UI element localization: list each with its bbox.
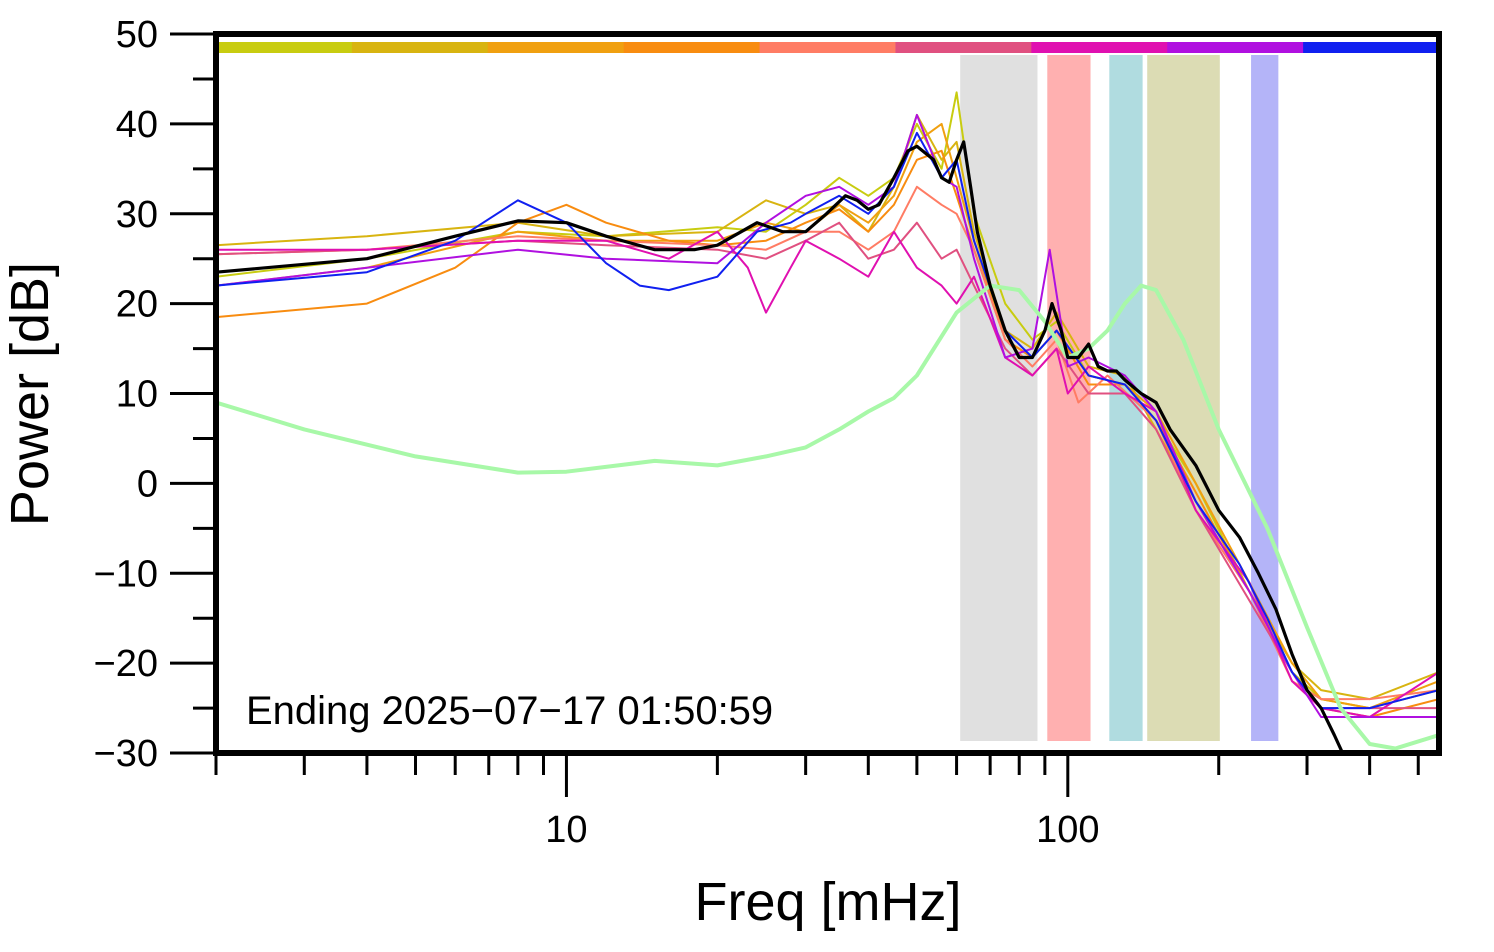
ending-timestamp-annotation: Ending 2025−07−17 01:50:59 [246, 689, 773, 733]
strip-segment-0 [216, 42, 353, 53]
strip-segment-4 [759, 42, 896, 53]
series-line-6 [216, 230, 1439, 718]
x-axis: 10 100 [214, 753, 1420, 851]
frequency-bands [960, 55, 1279, 741]
x-tick-label: 100 [1036, 809, 1099, 851]
series-line-5 [216, 221, 1439, 710]
series-lines [216, 91, 1439, 753]
strip-segment-7 [1167, 42, 1304, 53]
y-tick-label: 0 [137, 463, 158, 505]
y-tick-label: 20 [116, 284, 158, 326]
strip-segment-8 [1303, 42, 1440, 53]
x-axis-title: Freq [mHz] [694, 872, 961, 932]
y-tick-label: 50 [116, 14, 158, 56]
y-tick-label: 40 [116, 104, 158, 146]
y-tick-label: 10 [116, 374, 158, 416]
y-tick-label: 30 [116, 194, 158, 236]
y-axis-title: Power [dB] [0, 262, 60, 526]
band-3 [1147, 55, 1220, 741]
series-line-7 [216, 113, 1439, 718]
series-line-9 [216, 283, 1439, 751]
strip-segment-1 [351, 42, 489, 53]
strip-segment-5 [895, 42, 1032, 53]
color-strip [216, 42, 1440, 53]
y-tick-label: −10 [94, 553, 158, 595]
y-tick-label: −20 [94, 643, 158, 685]
strip-segment-2 [487, 42, 625, 53]
strip-segment-3 [623, 42, 761, 53]
y-tick-label: −30 [94, 733, 158, 775]
x-tick-label: 10 [545, 809, 587, 851]
y-axis: 50 40 30 20 10 0 −10 −20 −30 [94, 14, 216, 775]
strip-segment-6 [1031, 42, 1168, 53]
band-0 [960, 55, 1038, 741]
series-line-10 [216, 140, 1345, 753]
